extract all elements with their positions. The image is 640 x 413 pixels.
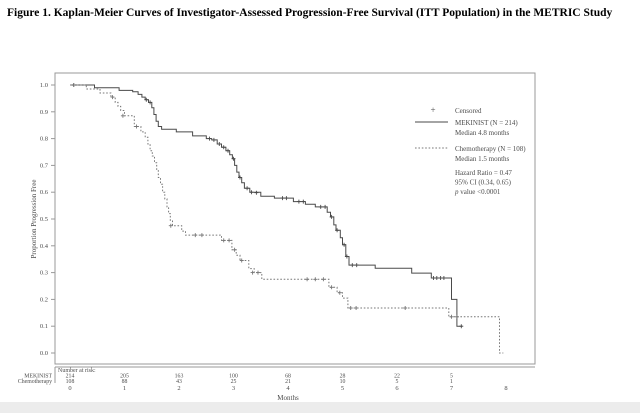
y-tick-label: 0.5 [40,216,48,223]
legend-chemotherapy-median: Median 1.5 months [455,155,510,163]
legend-stat-line: 95% CI (0.34, 0.65) [455,179,512,187]
x-tick-label: 2 [177,385,180,392]
y-tick-label: 0.3 [40,270,48,277]
x-tick-label: 6 [395,385,399,392]
legend-mekinist-label: MEKINIST (N = 214) [455,119,518,127]
risk-value: 5 [396,379,399,385]
legend-mekinist-median: Median 4.8 months [455,129,510,137]
page-bottom-strip [0,402,640,413]
risk-row-label: Chemotherapy [18,379,52,385]
km-chart: 0.0 0.1 0.2 0.3 0.4 0.5 0.6 0.7 0.8 0.9 1.0 Proport… [18,72,536,402]
x-tick-label: 7 [450,385,454,392]
risk-value: 68 [285,374,291,380]
y-tick-label: 0.6 [40,189,49,196]
y-tick-label: 0.7 [40,162,49,169]
legend-chemotherapy-label: Chemotherapy (N = 108) [455,145,526,153]
y-tick-label: 1.0 [40,82,48,89]
risk-value: 28 [340,374,346,380]
y-tick-label: 0.8 [40,136,48,143]
risk-value: 163 [175,374,184,380]
risk-value: 43 [176,379,182,385]
x-tick-label: 4 [286,385,290,392]
risk-value: 5 [450,374,453,380]
mekinist-censor-marks [71,83,464,329]
x-axis-label: Months [277,394,299,402]
y-tick-label: 0.4 [40,243,49,250]
risk-value: 214 [66,374,75,380]
legend-stat-line: p value <0.0001 [454,188,501,196]
x-tick-label: 8 [504,385,507,392]
censored-plus-icon: + [430,105,435,115]
risk-table-header: Number at risk: [58,368,96,374]
x-tick-label: 1 [123,385,126,392]
figure-title: Figure 1. Kaplan-Meier Curves of Investi… [7,7,613,19]
risk-row-label: MEKINIST [24,374,52,380]
risk-value: 108 [66,379,75,385]
plot-frame [54,72,536,365]
number-at-risk-table: Number at risk: MEKINIST 214 205 163 100 68 28 2… [18,366,535,385]
legend-stat-line: Hazard Ratio = 0.47 [455,169,512,177]
risk-value: 100 [229,374,238,380]
legend-censored-label: Censored [455,107,482,115]
x-tick-label: 3 [232,385,235,392]
risk-value: 22 [394,374,400,380]
y-tick-label: 0.0 [40,350,48,357]
risk-value: 1 [450,379,453,385]
y-axis-label: Proportion Progression Free [30,180,38,259]
risk-value: 21 [285,379,291,385]
risk-value: 205 [120,374,129,380]
risk-value: 25 [231,379,237,385]
chemotherapy-censor-marks [110,95,459,319]
y-tick-label: 0.2 [40,296,48,303]
risk-value: 10 [340,379,346,385]
chemotherapy-curve [70,84,504,354]
risk-value: 88 [122,379,128,385]
x-tick-label: 5 [341,385,344,392]
x-tick-label: 0 [68,385,71,392]
y-tick-label: 0.9 [40,109,48,116]
legend: + Censored MEKINIST (N = 214) Median 4.8 mo… [415,105,526,196]
y-tick-label: 0.1 [40,323,48,330]
mekinist-curve [70,84,463,327]
